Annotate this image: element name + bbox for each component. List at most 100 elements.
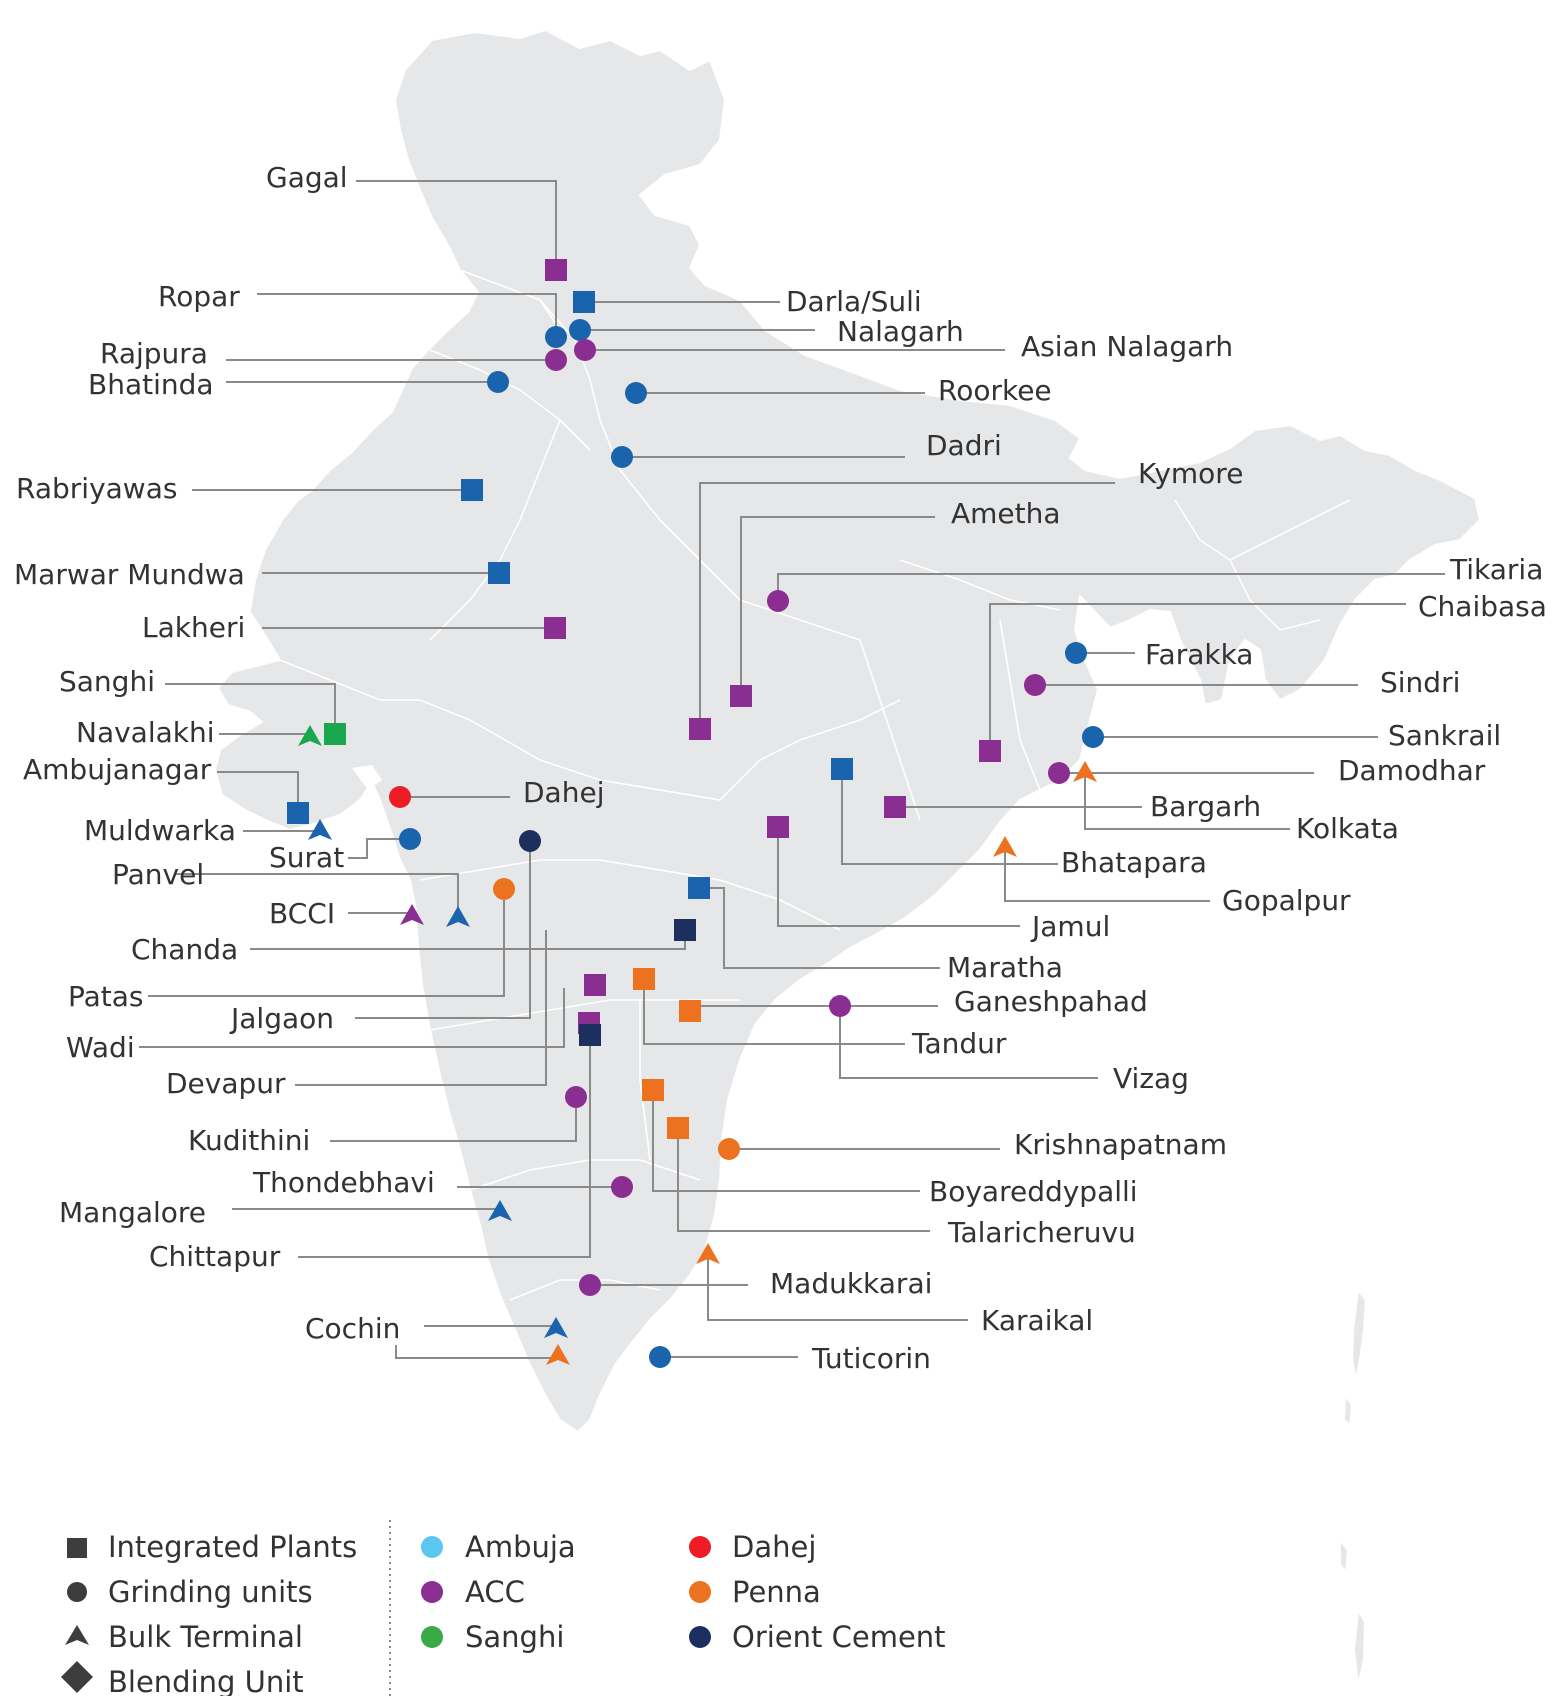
site-markers xyxy=(287,259,1104,1368)
marker-talaricheruvu xyxy=(667,1117,689,1139)
label-chaibasa: Chaibasa xyxy=(1418,590,1547,623)
sanghi-color-dot xyxy=(421,1626,443,1648)
marker-ametha xyxy=(730,685,752,707)
label-boyareddypalli: Boyareddypalli xyxy=(929,1175,1138,1208)
marker-surat xyxy=(399,828,421,850)
marker-bcci xyxy=(400,904,424,925)
label-marwar-mundwa: Marwar Mundwa xyxy=(14,558,245,591)
marker-karaikal xyxy=(696,1243,720,1264)
leader-devapur xyxy=(295,930,547,1086)
legend-sanghi: Sanghi xyxy=(465,1620,564,1654)
label-kudithini: Kudithini xyxy=(188,1124,310,1157)
marker-bhatapara xyxy=(831,758,853,780)
marker-vizag xyxy=(829,995,851,1017)
label-vizag: Vizag xyxy=(1113,1062,1189,1095)
label-wadi: Wadi xyxy=(66,1031,135,1064)
label-bhatinda: Bhatinda xyxy=(88,368,214,401)
circle-icon xyxy=(67,1582,87,1602)
label-damodhar: Damodhar xyxy=(1338,754,1486,787)
label-karaikal: Karaikal xyxy=(981,1304,1093,1337)
marker-muldwarka xyxy=(308,819,332,840)
label-bhatapara: Bhatapara xyxy=(1061,846,1207,879)
marker-kudithini xyxy=(565,1086,587,1108)
marker-kymore xyxy=(689,718,711,740)
label-tuticorin: Tuticorin xyxy=(811,1342,931,1375)
marker-sankrail xyxy=(1082,726,1104,748)
marker-damodhar xyxy=(1048,762,1070,784)
label-talaricheruvu: Talaricheruvu xyxy=(947,1216,1136,1249)
label-roorkee: Roorkee xyxy=(938,374,1052,407)
leader-patas xyxy=(148,889,505,997)
ambuja-color-dot xyxy=(421,1536,443,1558)
marker-gagal xyxy=(545,259,567,281)
leader-ambujanagar xyxy=(217,771,299,813)
marker-tuticorin xyxy=(649,1346,671,1368)
leader-cochin-penna xyxy=(395,1345,552,1359)
marker-dahej xyxy=(389,786,411,808)
marker-patas xyxy=(493,878,515,900)
label-gagal: Gagal xyxy=(266,161,348,194)
legend-grinding-units: Grinding units xyxy=(108,1575,313,1609)
label-asian-nalagarh: Asian Nalagarh xyxy=(1021,330,1233,363)
label-dahej: Dahej xyxy=(523,776,604,809)
marker-bargarh xyxy=(884,796,906,818)
leader-gagal xyxy=(356,180,557,270)
legend-acc: ACC xyxy=(465,1575,525,1609)
label-ametha: Ametha xyxy=(951,497,1061,530)
marker-tandur xyxy=(633,968,655,990)
label-sindri: Sindri xyxy=(1380,666,1460,699)
label-ropar: Ropar xyxy=(158,280,240,313)
label-bcci: BCCI xyxy=(269,897,335,930)
marker-sindri xyxy=(1024,674,1046,696)
label-patas: Patas xyxy=(68,980,144,1013)
legend-bulk-terminal: Bulk Terminal xyxy=(108,1620,303,1654)
marker-chanda xyxy=(674,919,696,941)
label-thondebhavi: Thondebhavi xyxy=(252,1166,435,1199)
marker-thondebhavi xyxy=(611,1176,633,1198)
label-ambujanagar: Ambujanagar xyxy=(23,753,212,786)
marker-sanghi xyxy=(324,723,346,745)
india-landmass xyxy=(214,29,1481,1686)
marker-gopalpur xyxy=(993,836,1017,857)
dahej-color-dot xyxy=(689,1536,711,1558)
label-nalagarh: Nalagarh xyxy=(837,315,964,348)
marker-nalagarh xyxy=(569,319,591,341)
marker-cochin-penna xyxy=(546,1344,570,1365)
label-panvel: Panvel xyxy=(112,858,204,891)
label-tandur: Tandur xyxy=(911,1027,1007,1060)
label-navalakhi: Navalakhi xyxy=(76,716,215,749)
leader-bhatapara xyxy=(841,769,1058,865)
marker-dadri xyxy=(611,446,633,468)
label-darla-suli: Darla/Suli xyxy=(786,285,922,318)
label-gopalpur: Gopalpur xyxy=(1222,884,1351,917)
orient-cement-color-dot xyxy=(689,1626,711,1648)
label-bargarh: Bargarh xyxy=(1150,790,1261,823)
leader-lines xyxy=(139,180,1445,1359)
square-icon xyxy=(67,1538,87,1558)
leader-wadi xyxy=(139,988,565,1048)
marker-darla-suli xyxy=(573,291,595,313)
marker-chaibasa xyxy=(979,740,1001,762)
marker-cochin xyxy=(544,1317,568,1338)
marker-mangalore xyxy=(488,1200,512,1221)
marker-rabriyawas xyxy=(461,479,483,501)
marker-boyareddypalli xyxy=(642,1079,664,1101)
marker-madukkarai xyxy=(579,1274,601,1296)
leader-tandur xyxy=(643,983,905,1045)
label-dadri: Dadri xyxy=(926,429,1002,462)
marker-panvel xyxy=(446,906,470,927)
marker-farakka xyxy=(1065,642,1087,664)
marker-marwar-mundwa xyxy=(488,562,510,584)
label-jalgaon: Jalgaon xyxy=(229,1002,334,1035)
label-krishnapatnam: Krishnapatnam xyxy=(1014,1128,1227,1161)
legend-ambuja: Ambuja xyxy=(465,1530,576,1564)
map-legend: Integrated Plants Grinding units Bulk Te… xyxy=(61,1520,946,1696)
label-kolkata: Kolkata xyxy=(1296,812,1399,845)
leader-talaricheruvu xyxy=(677,1128,930,1232)
label-mangalore: Mangalore xyxy=(59,1196,206,1229)
label-sanghi: Sanghi xyxy=(59,665,155,698)
marker-asian-nalagarh xyxy=(574,339,596,361)
label-chittapur: Chittapur xyxy=(149,1240,281,1273)
label-maratha: Maratha xyxy=(947,951,1063,984)
leader-karaikal xyxy=(707,1255,968,1321)
